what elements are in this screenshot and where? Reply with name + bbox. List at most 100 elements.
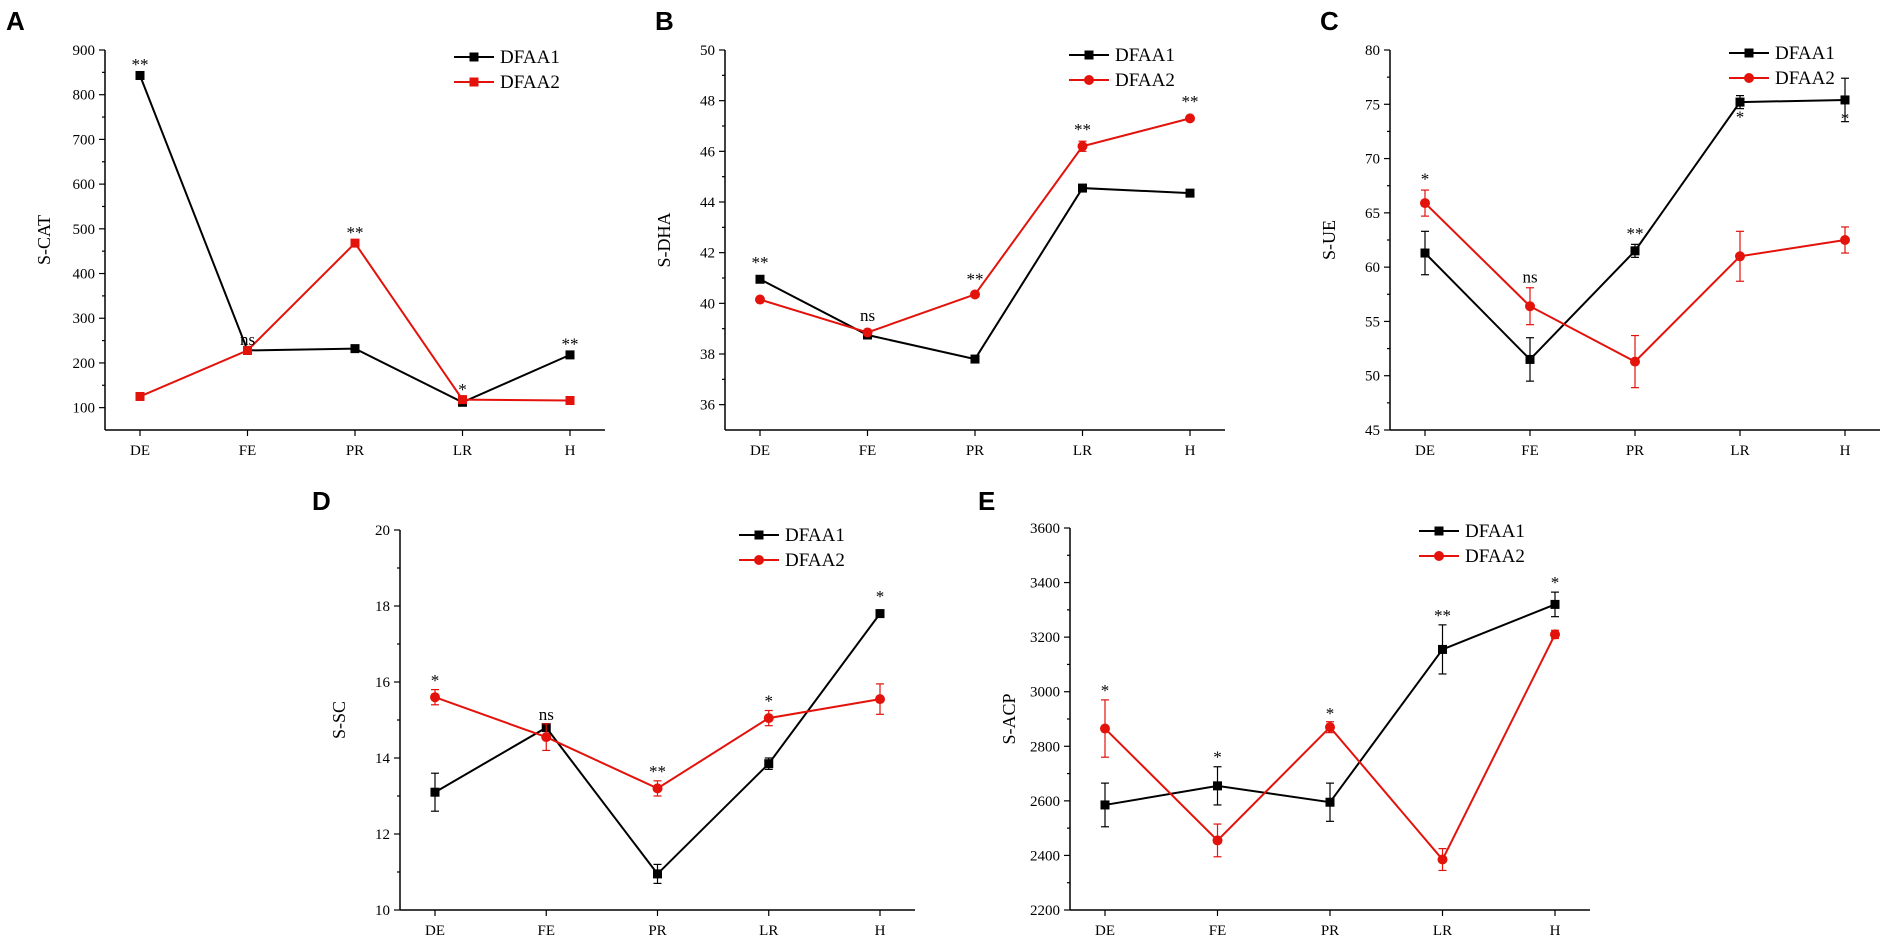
data-point — [1630, 356, 1640, 367]
y-axis-title: S-UE — [1319, 220, 1339, 260]
y-tick-label: 55 — [1365, 314, 1380, 330]
panel-letter: C — [1320, 6, 1339, 36]
y-tick-label: 14 — [375, 751, 391, 767]
y-tick-label: 3600 — [1030, 521, 1060, 537]
legend-label: DFAA2 — [1775, 68, 1835, 89]
legend-label: DFAA1 — [1465, 521, 1525, 542]
series-dfaa1 — [1100, 591, 1560, 828]
x-tick-label: DE — [425, 923, 445, 939]
data-point — [1525, 354, 1535, 364]
y-tick-label: 3400 — [1030, 576, 1060, 592]
significance-label: * — [1736, 108, 1745, 127]
data-point — [970, 289, 980, 300]
series-line — [1104, 633, 1556, 862]
data-point — [458, 395, 467, 405]
y-tick-label: 44 — [700, 195, 716, 211]
y-tick-label: 50 — [1365, 369, 1380, 385]
y-tick-label: 46 — [700, 144, 716, 160]
x-tick-label: PR — [1321, 923, 1339, 939]
legend-marker — [1744, 48, 1754, 58]
data-point — [1078, 183, 1087, 193]
legend-marker — [1434, 551, 1444, 561]
legend-marker — [754, 530, 764, 540]
series-dfaa2 — [1100, 629, 1560, 872]
legend-label: DFAA2 — [500, 72, 560, 93]
legend-label: DFAA1 — [500, 47, 560, 68]
x-tick-label: DE — [130, 443, 150, 459]
y-tick-label: 48 — [700, 94, 715, 110]
data-point — [1840, 95, 1850, 105]
data-point — [135, 391, 145, 401]
significance-label: * — [1841, 109, 1850, 128]
y-tick-label: 70 — [1365, 152, 1380, 168]
data-point — [1438, 644, 1447, 654]
data-point — [764, 759, 774, 769]
y-axis-title: S-DHA — [654, 212, 674, 267]
panel-letter: A — [6, 6, 25, 36]
data-point — [755, 294, 765, 305]
x-tick-label: PR — [966, 443, 984, 459]
y-tick-label: 400 — [73, 267, 96, 283]
series-line — [139, 241, 571, 402]
data-point — [1550, 599, 1560, 609]
data-point — [1100, 800, 1110, 810]
panel-letter: B — [655, 6, 674, 36]
y-tick-label: 500 — [73, 222, 96, 238]
data-point — [763, 713, 774, 724]
significance-label: ** — [752, 253, 769, 272]
legend: DFAA1 DFAA2 — [1729, 43, 1835, 89]
significance-label: * — [765, 692, 774, 711]
x-tick-label: PR — [346, 443, 364, 459]
x-tick-label: H — [1840, 443, 1851, 459]
significance-label: ** — [1074, 120, 1091, 139]
legend: DFAA1 DFAA2 — [1419, 521, 1525, 567]
x-tick-label: FE — [1521, 443, 1539, 459]
x-tick-label: LR — [453, 443, 472, 459]
x-tick-label: PR — [1626, 443, 1644, 459]
y-axis-title: S-CAT — [34, 215, 54, 265]
series-dfaa2 — [135, 238, 575, 405]
data-point — [243, 345, 252, 355]
x-tick-label: FE — [859, 443, 877, 459]
panel-letter: E — [978, 486, 995, 516]
x-tick-label: H — [1185, 443, 1196, 459]
legend-marker — [469, 52, 479, 62]
y-tick-label: 2400 — [1030, 848, 1060, 864]
data-point — [1420, 248, 1430, 258]
legend-label: DFAA2 — [1465, 546, 1525, 567]
significance-label: ** — [347, 223, 364, 242]
data-point — [1185, 113, 1195, 124]
y-tick-label: 36 — [700, 398, 716, 414]
data-point — [565, 395, 575, 405]
legend: DFAA1 DFAA2 — [739, 525, 845, 571]
data-point — [1185, 188, 1195, 198]
legend-label: DFAA2 — [785, 550, 845, 571]
panel-e: E 2200 2400 2600 2800 3000 3200 3400 3600 DE FE PR L… — [978, 486, 1590, 939]
x-tick-label: FE — [239, 443, 257, 459]
y-tick-label: 20 — [375, 523, 390, 539]
data-point — [350, 344, 360, 354]
y-tick-label: 40 — [700, 296, 715, 312]
series-dfaa2 — [430, 683, 885, 797]
x-tick-label: FE — [537, 923, 555, 939]
x-tick-label: LR — [1073, 443, 1092, 459]
series-dfaa2 — [755, 113, 1195, 338]
legend-label: DFAA1 — [1115, 45, 1175, 66]
x-tick-label: LR — [1433, 923, 1452, 939]
y-tick-label: 10 — [375, 903, 390, 919]
legend-marker — [469, 77, 479, 87]
significance-label: ** — [1627, 224, 1644, 243]
data-point — [1840, 235, 1850, 245]
data-point — [1213, 781, 1222, 791]
data-point — [1420, 198, 1430, 209]
legend: DFAA1 DFAA2 — [454, 47, 560, 93]
significance-label: ** — [132, 55, 149, 74]
series-dfaa2 — [1420, 189, 1850, 389]
y-tick-label: 3000 — [1030, 685, 1060, 701]
data-point — [875, 609, 885, 619]
y-tick-label: 800 — [73, 88, 96, 104]
y-tick-label: 600 — [73, 177, 96, 193]
